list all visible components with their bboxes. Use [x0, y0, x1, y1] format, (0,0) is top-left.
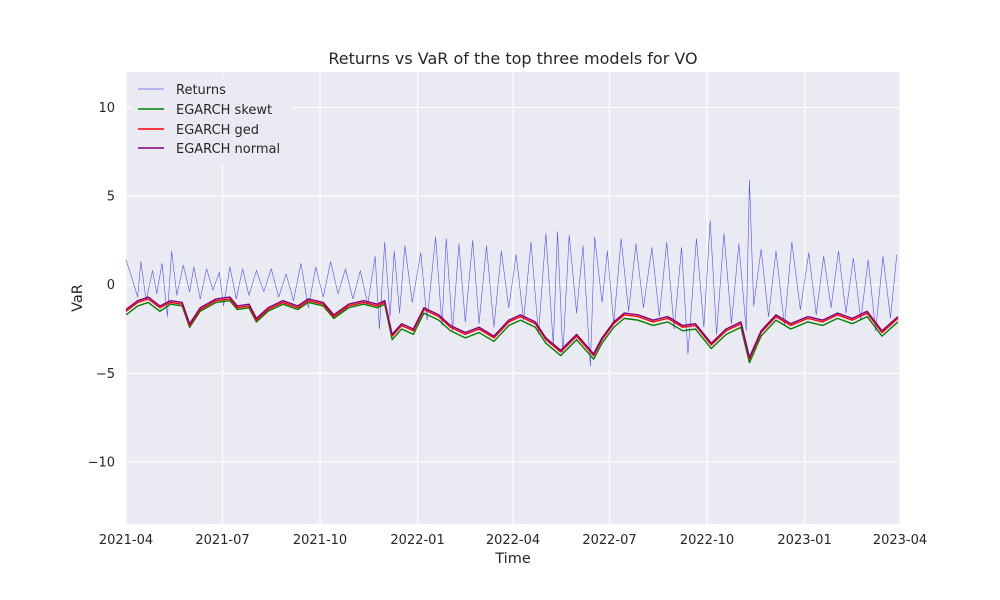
x-tick-label: 2022-10: [680, 533, 734, 548]
grid-lines: [125, 72, 901, 524]
y-tick-label: 5: [107, 190, 115, 205]
y-tick-label: −10: [88, 455, 115, 470]
legend-label-returns: Returns: [176, 83, 226, 98]
y-tick-label: 10: [98, 101, 115, 116]
x-tick-label: 2022-07: [582, 533, 636, 548]
y-axis-ticks: −10 −5 0 5 10: [88, 101, 115, 471]
series-lines: [125, 179, 899, 367]
series-line-egarch-ged: [125, 298, 899, 360]
legend-label-egarch-skewt: EGARCH skewt: [176, 103, 272, 118]
series-line-egarch-normal: [125, 296, 899, 359]
x-tick-label: 2021-10: [293, 533, 347, 548]
legend-box: [132, 78, 292, 164]
x-tick-label: 2021-07: [195, 533, 249, 548]
legend-label-egarch-ged: EGARCH ged: [176, 123, 259, 138]
x-tick-label: 2023-04: [873, 533, 927, 548]
y-tick-label: 0: [107, 278, 115, 293]
series-line-egarch-skewt: [125, 299, 899, 364]
x-axis-ticks: 2021-04 2021-07 2021-10 2022-01 2022-04 2022-…: [99, 533, 927, 548]
x-axis-label: Time: [494, 551, 531, 567]
x-tick-label: 2022-04: [486, 533, 540, 548]
x-tick-label: 2023-01: [777, 533, 831, 548]
x-tick-label: 2022-01: [390, 533, 444, 548]
legend: Returns EGARCH skewt EGARCH ged EGARCH n…: [132, 78, 292, 164]
series-line-returns: [125, 179, 898, 367]
x-tick-label: 2021-04: [99, 533, 153, 548]
legend-label-egarch-normal: EGARCH normal: [176, 142, 280, 157]
chart-title: Returns vs VaR of the top three models f…: [328, 49, 697, 68]
y-tick-label: −5: [96, 367, 115, 382]
y-axis-label: VaR: [70, 284, 86, 312]
